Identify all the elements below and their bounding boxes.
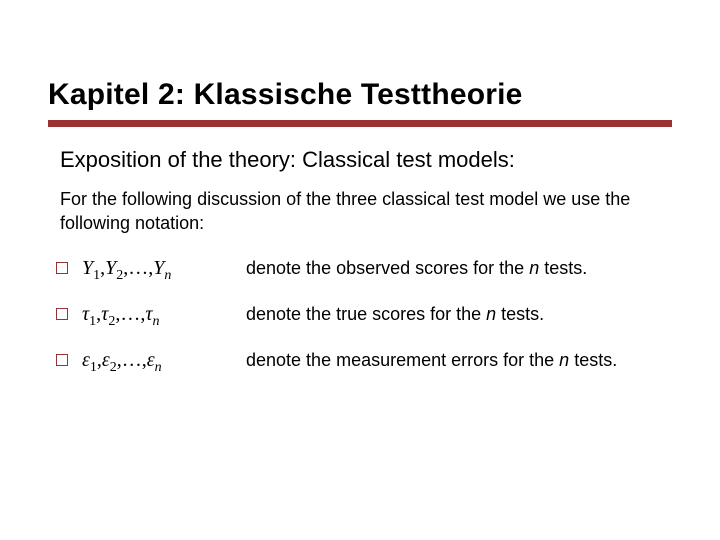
bullet-icon <box>56 262 68 274</box>
notation-list: Y1,Y2,…,Yn denote the observed scores fo… <box>0 236 720 376</box>
description: denote the true scores for the n tests. <box>246 302 672 326</box>
desc-text: denote the measurement errors for the <box>246 350 559 370</box>
desc-text: tests. <box>539 258 587 278</box>
bullet-icon <box>56 308 68 320</box>
title-rule <box>48 120 672 127</box>
subtitle: Exposition of the theory: Classical test… <box>0 127 720 173</box>
desc-em: n <box>529 258 539 278</box>
description: denote the observed scores for the n tes… <box>246 256 672 280</box>
slide: Kapitel 2: Klassische Testtheorie Exposi… <box>0 0 720 540</box>
math-expression: Y1,Y2,…,Yn <box>82 256 232 284</box>
list-item: ε1,ε2,…,εn denote the measurement errors… <box>56 348 672 376</box>
math-expression: ε1,ε2,…,εn <box>82 348 232 376</box>
desc-text: denote the observed scores for the <box>246 258 529 278</box>
page-title: Kapitel 2: Klassische Testtheorie <box>48 78 672 112</box>
desc-em: n <box>559 350 569 370</box>
desc-text: denote the true scores for the <box>246 304 486 324</box>
intro-text: For the following discussion of the thre… <box>0 173 720 236</box>
desc-text: tests. <box>569 350 617 370</box>
desc-text: tests. <box>496 304 544 324</box>
bullet-icon <box>56 354 68 366</box>
description: denote the measurement errors for the n … <box>246 348 672 372</box>
desc-em: n <box>486 304 496 324</box>
math-expression: τ1,τ2,…,τn <box>82 302 232 330</box>
list-item: τ1,τ2,…,τn denote the true scores for th… <box>56 302 672 330</box>
list-item: Y1,Y2,…,Yn denote the observed scores fo… <box>56 256 672 284</box>
title-wrap: Kapitel 2: Klassische Testtheorie <box>0 0 720 112</box>
